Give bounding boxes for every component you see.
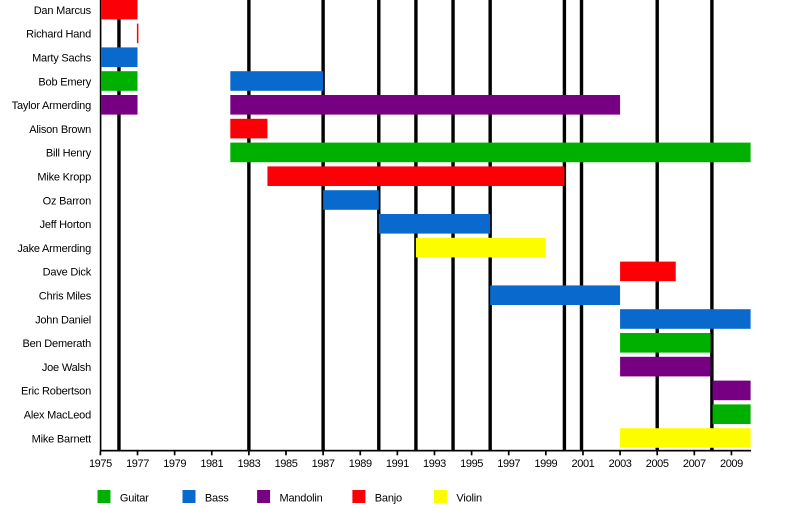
svg-text:2009: 2009 [720,458,743,470]
svg-text:Dave Dick: Dave Dick [43,267,92,279]
svg-text:Jeff Horton: Jeff Horton [40,219,91,231]
svg-text:Guitar: Guitar [120,493,149,505]
svg-text:1993: 1993 [423,458,446,470]
svg-text:1979: 1979 [163,458,186,470]
svg-text:1975: 1975 [89,458,112,470]
svg-text:John Daniel: John Daniel [35,314,91,326]
svg-text:Mike Kropp: Mike Kropp [37,172,91,184]
svg-text:Mike Barnett: Mike Barnett [32,433,91,445]
svg-text:Alex MacLeod: Alex MacLeod [24,410,91,422]
svg-text:1989: 1989 [349,458,372,470]
svg-text:1983: 1983 [237,458,260,470]
svg-text:Chris Miles: Chris Miles [39,291,92,303]
svg-text:1997: 1997 [497,458,520,470]
svg-text:Jake Armerding: Jake Armerding [17,243,91,255]
svg-text:2005: 2005 [646,458,669,470]
svg-text:2001: 2001 [572,458,595,470]
svg-text:1985: 1985 [275,458,298,470]
svg-text:1987: 1987 [312,458,335,470]
svg-text:1995: 1995 [460,458,483,470]
svg-text:Violin: Violin [456,493,482,505]
svg-text:Bob Emery: Bob Emery [38,76,91,88]
svg-text:1981: 1981 [200,458,223,470]
svg-text:Bass: Bass [205,493,229,505]
svg-text:Banjo: Banjo [375,493,402,505]
svg-text:Alison Brown: Alison Brown [29,124,91,136]
svg-text:Oz Barron: Oz Barron [43,195,91,207]
svg-text:Bill Henry: Bill Henry [46,148,92,160]
svg-text:2007: 2007 [683,458,706,470]
svg-text:Taylor Armerding: Taylor Armerding [12,100,91,112]
svg-text:1977: 1977 [126,458,149,470]
svg-text:Eric Robertson: Eric Robertson [21,386,91,398]
svg-text:2003: 2003 [609,458,632,470]
svg-text:1991: 1991 [386,458,409,470]
svg-text:Mandolin: Mandolin [280,493,323,505]
svg-text:Joe Walsh: Joe Walsh [42,362,91,374]
svg-text:Ben Demerath: Ben Demerath [22,338,91,350]
svg-text:1999: 1999 [534,458,557,470]
svg-text:Dan Marcus: Dan Marcus [34,5,92,17]
svg-text:Richard Hand: Richard Hand [26,29,91,41]
svg-text:Marty Sachs: Marty Sachs [32,53,92,65]
